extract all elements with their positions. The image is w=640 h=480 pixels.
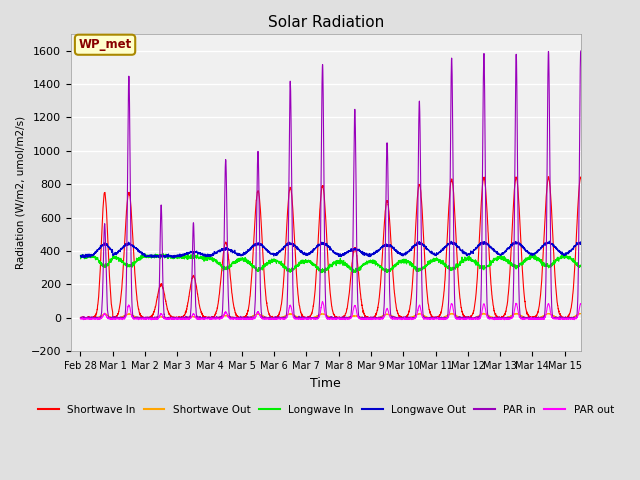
- Text: WP_met: WP_met: [79, 38, 132, 51]
- Y-axis label: Radiation (W/m2, umol/m2/s): Radiation (W/m2, umol/m2/s): [15, 116, 25, 269]
- Title: Solar Radiation: Solar Radiation: [268, 15, 384, 30]
- X-axis label: Time: Time: [310, 377, 341, 390]
- Legend: Shortwave In, Shortwave Out, Longwave In, Longwave Out, PAR in, PAR out: Shortwave In, Shortwave Out, Longwave In…: [33, 401, 618, 420]
